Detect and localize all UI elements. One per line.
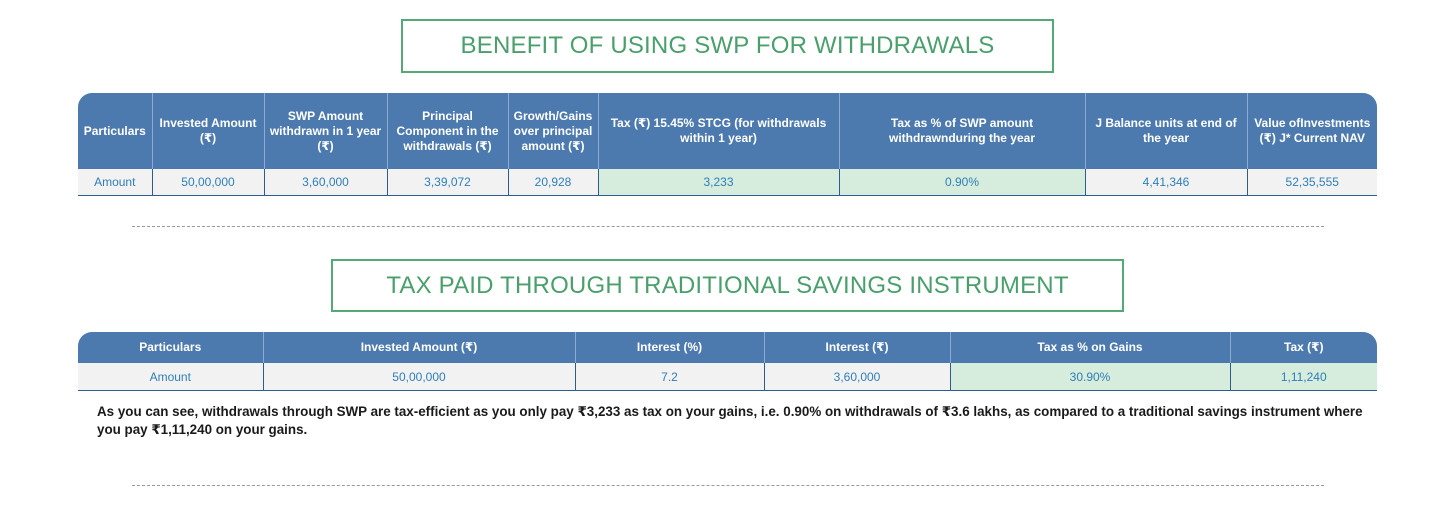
summary-text: As you can see, withdrawals through SWP … — [97, 404, 1363, 437]
cell-invested-amount: 50,00,000 — [152, 169, 265, 196]
table-row: Amount 50,00,000 7.2 3,60,000 30.90% 1,1… — [78, 363, 1377, 391]
cell-principal-component: 3,39,072 — [387, 169, 509, 196]
col-header-particulars: Particulars — [78, 93, 153, 169]
col-header-invested-amount: Invested Amount (₹) — [263, 332, 576, 363]
cell-investment-value: 52,35,555 — [1247, 169, 1377, 196]
cell-tax-percent: 0.90% — [839, 169, 1086, 196]
dashed-divider — [132, 226, 1324, 227]
cell-particulars: Amount — [78, 363, 264, 391]
cell-growth-gains: 20,928 — [508, 169, 599, 196]
swp-benefit-title: BENEFIT OF USING SWP FOR WITHDRAWALS — [401, 19, 1054, 73]
col-header-interest-amount: Interest (₹) — [764, 332, 951, 363]
traditional-savings-table-wrapper: Particulars Invested Amount (₹) Interest… — [78, 332, 1377, 391]
traditional-savings-title: TAX PAID THROUGH TRADITIONAL SAVINGS INS… — [331, 259, 1124, 312]
cell-particulars: Amount — [78, 169, 153, 196]
table-header-row: Particulars Invested Amount (₹) SWP Amou… — [78, 93, 1377, 169]
col-header-investment-value: Value ofInvestments (₹) J* Current NAV — [1247, 93, 1377, 169]
col-header-swp-amount: SWP Amount withdrawn in 1 year (₹) — [264, 93, 388, 169]
cell-invested-amount: 50,00,000 — [263, 363, 576, 391]
col-header-tax-percent: Tax as % of SWP amount withdrawnduring t… — [839, 93, 1086, 169]
col-header-tax-on-gains: Tax as % on Gains — [950, 332, 1231, 363]
table-header-row: Particulars Invested Amount (₹) Interest… — [78, 332, 1377, 363]
cell-balance-units: 4,41,346 — [1085, 169, 1248, 196]
col-header-principal-component: Principal Component in the withdrawals (… — [387, 93, 509, 169]
col-header-interest-percent: Interest (%) — [575, 332, 765, 363]
cell-interest-amount: 3,60,000 — [764, 363, 951, 391]
traditional-savings-table: Particulars Invested Amount (₹) Interest… — [78, 332, 1377, 391]
cell-swp-amount: 3,60,000 — [264, 169, 388, 196]
col-header-tax: Tax (₹) — [1230, 332, 1377, 363]
col-header-invested-amount: Invested Amount (₹) — [152, 93, 265, 169]
col-header-particulars: Particulars — [78, 332, 264, 363]
col-header-tax-stcg: Tax (₹) 15.45% STCG (for withdrawals wit… — [598, 93, 840, 169]
dashed-divider — [132, 485, 1324, 486]
cell-tax-on-gains: 30.90% — [950, 363, 1231, 391]
table-row: Amount 50,00,000 3,60,000 3,39,072 20,92… — [78, 169, 1377, 196]
col-header-growth-gains: Growth/Gains over principal amount (₹) — [508, 93, 599, 169]
swp-benefit-table-wrapper: Particulars Invested Amount (₹) SWP Amou… — [78, 93, 1377, 196]
cell-tax-stcg: 3,233 — [598, 169, 840, 196]
col-header-balance-units: J Balance units at end of the year — [1085, 93, 1248, 169]
cell-tax: 1,11,240 — [1230, 363, 1377, 391]
cell-interest-percent: 7.2 — [575, 363, 765, 391]
swp-benefit-table: Particulars Invested Amount (₹) SWP Amou… — [78, 93, 1377, 196]
